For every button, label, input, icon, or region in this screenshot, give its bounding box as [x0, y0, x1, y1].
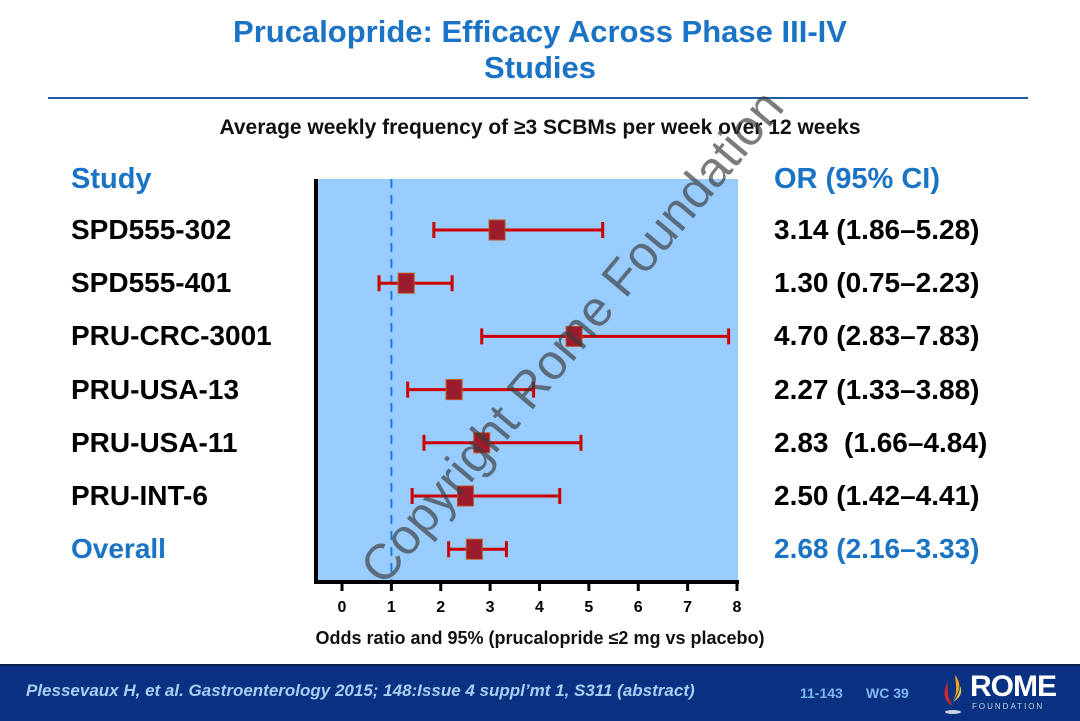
study-or-value: 2.83 (1.66–4.84) [774, 426, 988, 458]
or-marker [473, 432, 491, 454]
logo-subtext: FOUNDATION [972, 702, 1045, 711]
study-or-value: 2.27 (1.33–3.88) [774, 373, 980, 405]
study-label: PRU-USA-11 [71, 426, 238, 458]
or-marker [456, 485, 474, 507]
forest-row [377, 272, 454, 294]
or-column-header: OR (95% CI) [774, 163, 940, 195]
plot-background [316, 179, 738, 582]
forest-row [410, 485, 562, 507]
forest-row [480, 325, 731, 347]
forest-plot: 0 1 2 3 4 5 6 7 8 [314, 179, 742, 616]
x-tick-label: 0 [338, 599, 347, 616]
citation: Plessevaux H, et al. Gastroenterology 20… [26, 681, 695, 700]
study-label: PRU-USA-13 [71, 373, 240, 405]
or-marker [445, 379, 463, 401]
chart-subtitle: Average weekly frequency of ≥3 SCBMs per… [219, 116, 861, 139]
x-axis-label: Odds ratio and 95% (prucalopride ≤2 mg v… [315, 628, 765, 648]
study-label: SPD555-302 [71, 214, 232, 245]
x-tick-label: 7 [683, 599, 692, 616]
slide-code: WC 39 [866, 685, 909, 701]
or-marker [565, 325, 583, 347]
study-column-header: Study [71, 163, 152, 195]
x-tick-label: 4 [535, 599, 544, 616]
x-tick-label: 2 [436, 599, 445, 616]
title-divider [48, 97, 1028, 99]
forest-row [422, 432, 583, 454]
overall-or-value: 2.68 (2.16–3.33) [774, 533, 980, 565]
slide-title-line2: Studies [484, 50, 596, 85]
x-tick-label: 5 [584, 599, 593, 616]
forest-row [447, 538, 508, 560]
or-marker [488, 219, 506, 241]
footer-bar: Plessevaux H, et al. Gastroenterology 20… [0, 664, 1080, 721]
study-or-value: 1.30 (0.75–2.23) [774, 267, 980, 299]
logo-wordmark: ROME [970, 670, 1057, 703]
x-tick-label: 1 [387, 599, 396, 616]
slide-title: Prucalopride: Efficacy Across Phase III-… [0, 14, 1080, 86]
study-label: PRU-INT-6 [71, 480, 208, 511]
flame-icon [944, 675, 962, 714]
rome-foundation-logo: ROME FOUNDATION [938, 670, 1068, 718]
study-or-value: 3.14 (1.86–5.28) [774, 214, 980, 245]
or-marker [397, 272, 415, 294]
x-tick-label: 3 [486, 599, 495, 616]
overall-label: Overall [71, 533, 166, 565]
or-marker [465, 538, 483, 560]
study-label: PRU-CRC-3001 [71, 320, 272, 352]
x-tick-label: 6 [634, 599, 643, 616]
slide-title-line1: Prucalopride: Efficacy Across Phase III-… [233, 14, 847, 49]
forest-row [406, 379, 536, 401]
slide-number: 11-143 [800, 685, 843, 701]
x-axis-ticks: 0 1 2 3 4 5 6 7 8 [338, 582, 742, 616]
study-or-value: 2.50 (1.42–4.41) [774, 480, 980, 511]
forest-rows [377, 219, 731, 560]
study-or-value: 4.70 (2.83–7.83) [774, 320, 980, 352]
x-tick-label: 8 [733, 599, 742, 616]
study-label: SPD555-401 [71, 267, 232, 299]
forest-row [432, 219, 605, 241]
